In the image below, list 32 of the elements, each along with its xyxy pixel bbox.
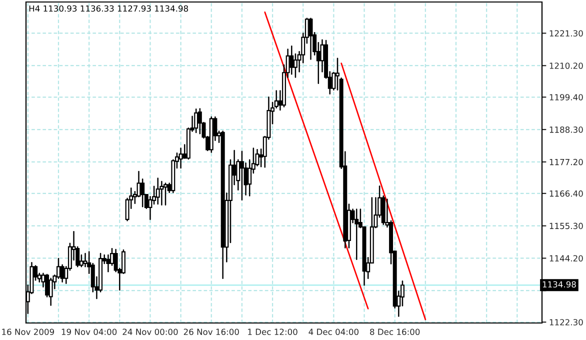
candlestick [198, 108, 202, 134]
candlestick [178, 148, 183, 169]
y-tick-label: 1221.30 [550, 30, 583, 37]
candlestick [290, 45, 294, 75]
y-tick-label: 1166.40 [550, 190, 583, 197]
candlestick [160, 180, 164, 206]
candlestick [194, 108, 198, 134]
x-tick-label: 4 Dec 04:00 [308, 328, 359, 336]
x-tick-label: 24 Nov 00:00 [122, 328, 178, 336]
candlestick [293, 53, 298, 78]
x-tick-label: 16 Nov 2009 [2, 328, 54, 336]
y-tick-label: 1177.20 [550, 158, 583, 166]
candlestick [240, 150, 244, 200]
candlestick [354, 208, 359, 260]
y-tick-label: 1144.20 [550, 255, 583, 262]
ref-line-label: 1134.98 [542, 281, 576, 288]
x-tick-label: 1 Dec 12:00 [248, 328, 298, 336]
candlestick [308, 18, 313, 60]
x-tick-label: 26 Nov 16:00 [184, 328, 239, 336]
y-tick-label: 1122.30 [550, 319, 583, 326]
candlestick [164, 182, 168, 206]
x-tick-label: 19 Nov 04:00 [62, 328, 117, 336]
chart-title: H4 1130.93 1136.33 1127.93 1134.98 [29, 5, 188, 12]
y-tick-label: 1210.20 [550, 62, 583, 69]
y-tick-label: 1155.30 [550, 222, 583, 230]
y-tick-label: 1188.30 [550, 126, 583, 133]
x-tick-label: 8 Dec 16:00 [370, 328, 420, 336]
candlestick [140, 178, 145, 208]
y-tick-label: 1199.40 [550, 94, 583, 100]
candlestick [106, 254, 110, 272]
candlestick [48, 278, 53, 306]
candlestick [156, 178, 160, 205]
